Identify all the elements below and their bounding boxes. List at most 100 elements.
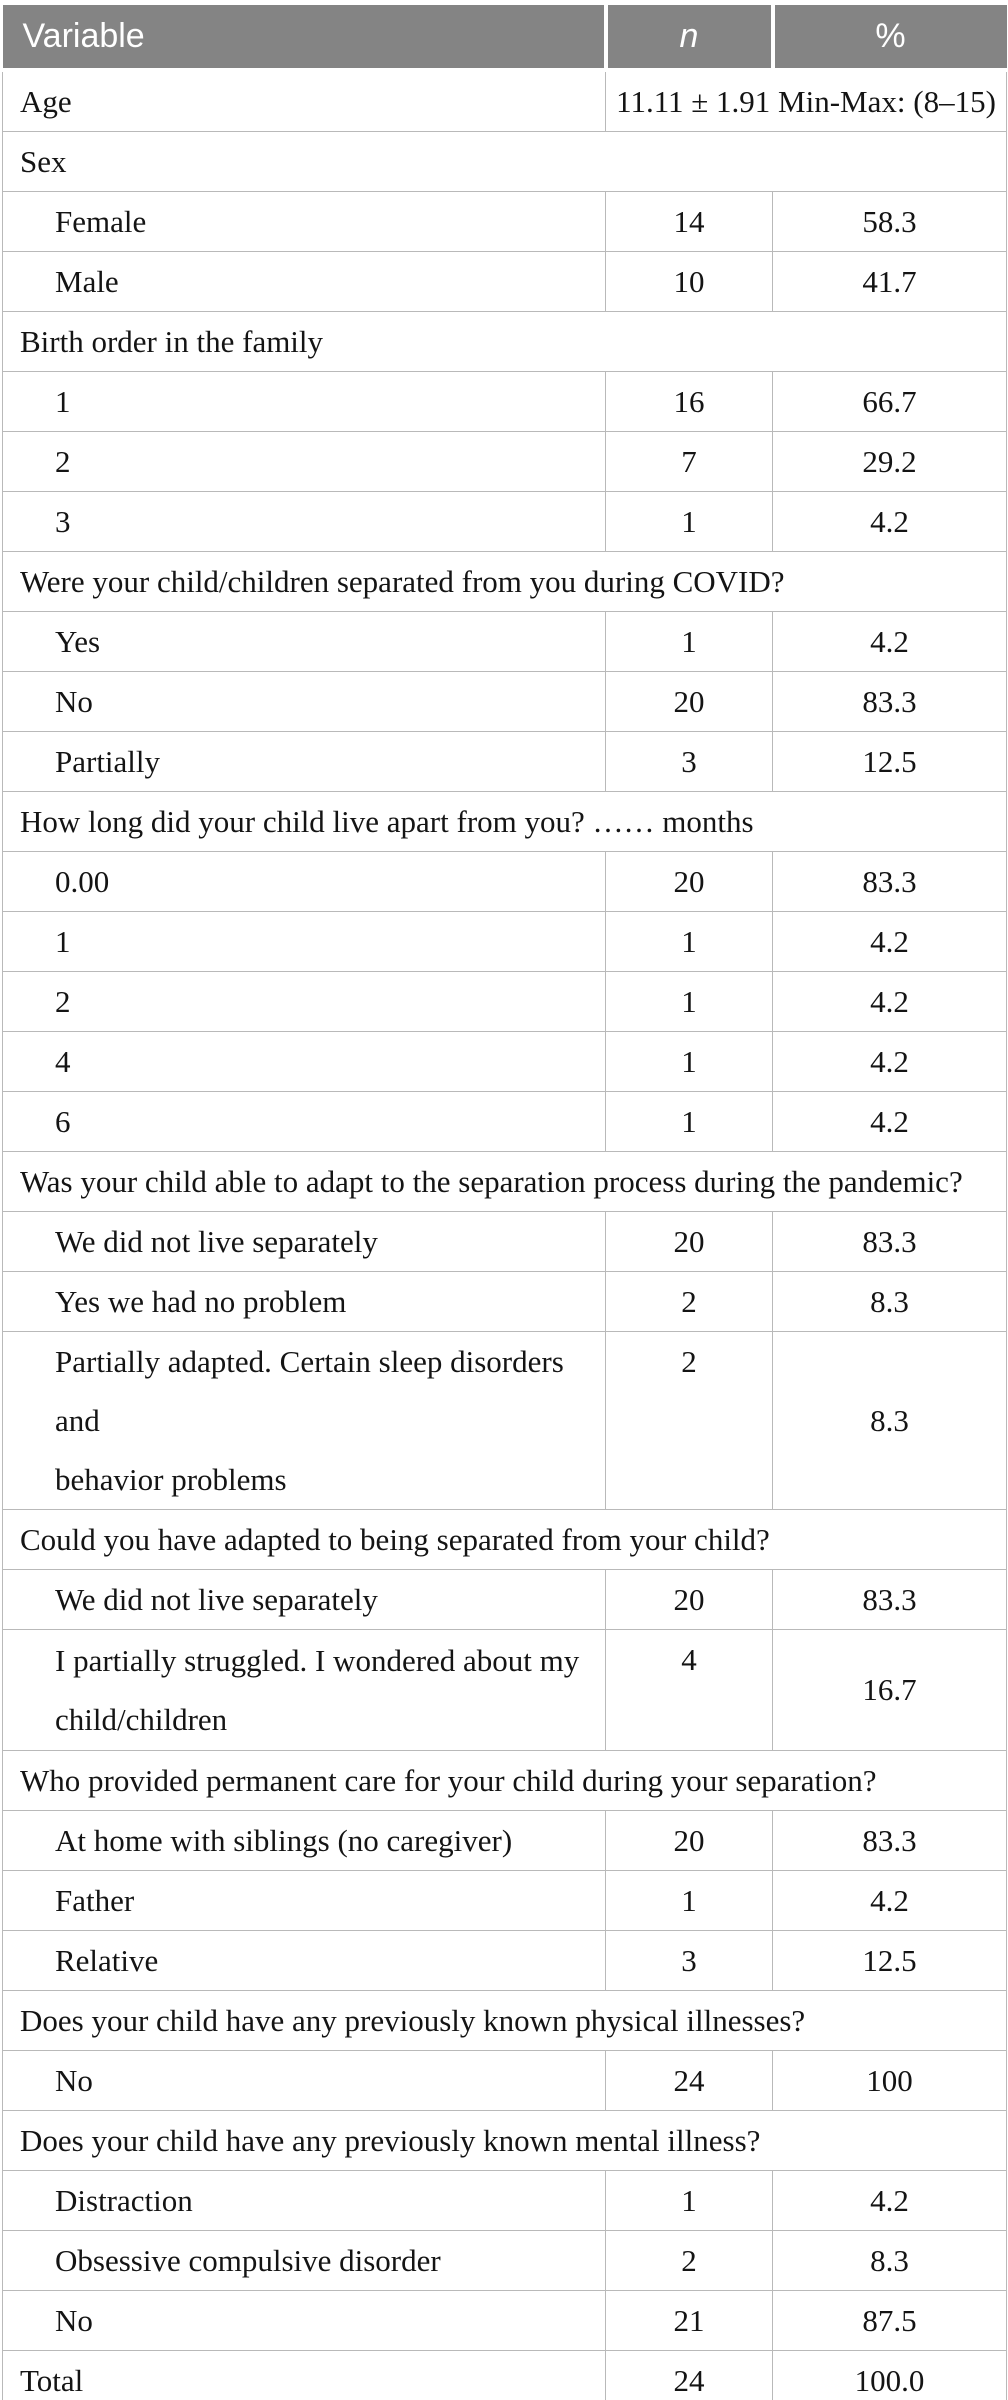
pct-cell: 4.2 [772,491,1007,552]
n-cell: 14 [605,191,773,252]
n-cell: 1 [605,491,773,552]
variable-cell: I partially struggled. I wondered about … [2,1629,606,1751]
table-row: Father 1 4.2 [2,1870,1007,1931]
table-body: Age 11.11 ± 1.91 Min-Max: (8–15) Sex Female… [2,69,1007,2400]
pct-cell: 83.3 [772,851,1007,912]
variable-cell: Yes we had no problem [2,1271,606,1332]
table-row: I partially struggled. I wondered about … [2,1629,1007,1751]
variable-cell: Father [2,1870,606,1931]
pct-cell: 4.2 [772,971,1007,1032]
pct-cell: 83.3 [772,671,1007,732]
table-row: 2 7 29.2 [2,431,1007,492]
table-row: No 21 87.5 [2,2290,1007,2351]
section-label: Does your child have any previously know… [2,1990,1007,2051]
variable-cell: Relative [2,1930,606,1991]
table-row: Yes 1 4.2 [2,611,1007,672]
pct-cell: 29.2 [772,431,1007,492]
section-label: Were your child/children separated from … [2,551,1007,612]
section-label: Who provided permanent care for your chi… [2,1750,1007,1811]
variable-cell: Distraction [2,2170,606,2231]
n-cell: 20 [605,1569,773,1630]
n-cell: 2 [605,1331,773,1510]
header-pct: % [770,5,1007,72]
variable-cell: Age [2,69,606,132]
table-row: No 24 100 [2,2050,1007,2111]
table-row: Partially adapted. Certain sleep disorde… [2,1331,1007,1510]
n-cell: 3 [605,731,773,792]
section-row: Was your child able to adapt to the sepa… [2,1151,1007,1212]
n-cell: 1 [605,1870,773,1931]
section-label: How long did your child live apart from … [2,791,1007,852]
variable-cell: Partially [2,731,606,792]
n-cell: 2 [605,2230,773,2291]
variable-cell: Obsessive compulsive disorder [2,2230,606,2291]
pct-cell: 8.3 [772,1331,1007,1510]
n-cell: 1 [605,611,773,672]
section-label: Could you have adapted to being separate… [2,1509,1007,1570]
n-cell: 3 [605,1930,773,1991]
table-row: Relative 3 12.5 [2,1930,1007,1991]
table-row: Age 11.11 ± 1.91 Min-Max: (8–15) [2,69,1007,132]
pct-cell: 12.5 [772,1930,1007,1991]
table-header: Variable n % [2,5,1007,72]
pct-cell: 87.5 [772,2290,1007,2351]
pct-cell: 12.5 [772,731,1007,792]
section-row: How long did your child live apart from … [2,791,1007,852]
n-cell: 2 [605,1271,773,1332]
variable-cell: 4 [2,1031,606,1092]
variable-cell: No [2,2050,606,2111]
section-row: Does your child have any previously know… [2,2110,1007,2171]
section-row: Sex [2,131,1007,192]
n-cell: 20 [605,671,773,732]
header-n: n [603,5,773,72]
table-row: Total 24 100.0 [2,2350,1007,2400]
variable-cell: 1 [2,371,606,432]
section-row: Birth order in the family [2,311,1007,372]
pct-cell: 83.3 [772,1569,1007,1630]
variable-cell: At home with siblings (no caregiver) [2,1810,606,1871]
table-row: Distraction 1 4.2 [2,2170,1007,2231]
n-cell: 1 [605,971,773,1032]
pct-cell: 41.7 [772,251,1007,312]
variable-cell: 0.00 [2,851,606,912]
table-row: Obsessive compulsive disorder 2 8.3 [2,2230,1007,2291]
n-cell: 20 [605,851,773,912]
table-row: No 20 83.3 [2,671,1007,732]
table-row: Partially 3 12.5 [2,731,1007,792]
pct-cell: 83.3 [772,1810,1007,1871]
pct-cell: 83.3 [772,1211,1007,1272]
section-label: Birth order in the family [2,311,1007,372]
variable-cell: Female [2,191,606,252]
table-row: 0.00 20 83.3 [2,851,1007,912]
pct-cell: 58.3 [772,191,1007,252]
pct-cell: 4.2 [772,911,1007,972]
pct-cell: 8.3 [772,1271,1007,1332]
variable-cell: We did not live separately [2,1569,606,1630]
table-row: 1 1 4.2 [2,911,1007,972]
age-value-cell: 11.11 ± 1.91 Min-Max: (8–15) [605,69,1007,132]
section-row: Does your child have any previously know… [2,1990,1007,2051]
pct-cell: 8.3 [772,2230,1007,2291]
table-row: 4 1 4.2 [2,1031,1007,1092]
variable-cell: Yes [2,611,606,672]
table-row: At home with siblings (no caregiver) 20 83… [2,1810,1007,1871]
n-cell: 1 [605,2170,773,2231]
variable-cell: 2 [2,971,606,1032]
pct-cell: 4.2 [772,1031,1007,1092]
section-label: Sex [2,131,1007,192]
n-cell: 21 [605,2290,773,2351]
n-cell: 16 [605,371,773,432]
section-row: Could you have adapted to being separate… [2,1509,1007,1570]
table-row: 6 1 4.2 [2,1091,1007,1152]
demographics-table: Variable n % Age 11.11 ± 1.91 Min-Max: (8… [2,5,1007,2400]
table-row: 3 1 4.2 [2,491,1007,552]
table-row: We did not live separately 20 83.3 [2,1569,1007,1630]
pct-cell: 4.2 [772,2170,1007,2231]
table-row: 2 1 4.2 [2,971,1007,1032]
n-cell: 1 [605,1031,773,1092]
variable-cell: 2 [2,431,606,492]
pct-cell: 16.7 [772,1629,1007,1751]
pct-cell: 4.2 [772,1870,1007,1931]
pct-cell: 4.2 [772,611,1007,672]
